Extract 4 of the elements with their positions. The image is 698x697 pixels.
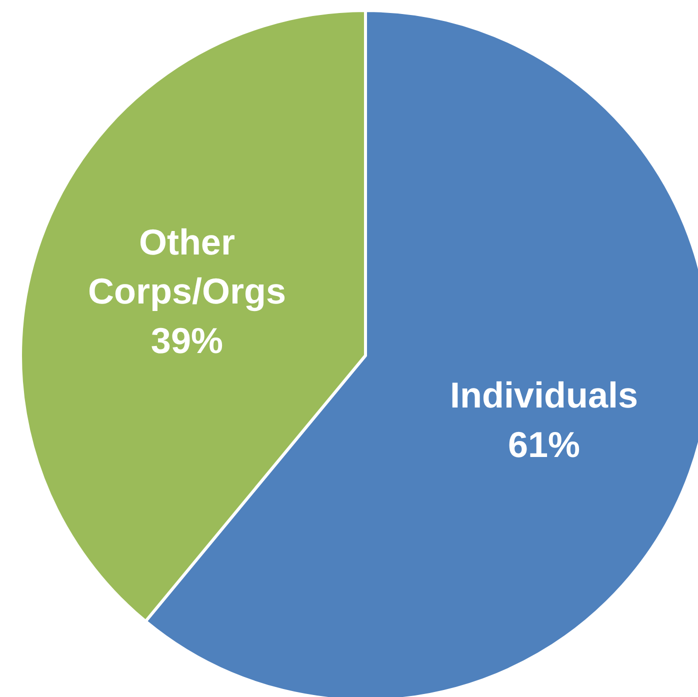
data-label: 39% — [150, 320, 224, 361]
slice-label: Other Corps/Orgs — [88, 222, 286, 312]
slice-label: Individuals — [450, 374, 638, 416]
data-label: 61% — [508, 424, 580, 465]
